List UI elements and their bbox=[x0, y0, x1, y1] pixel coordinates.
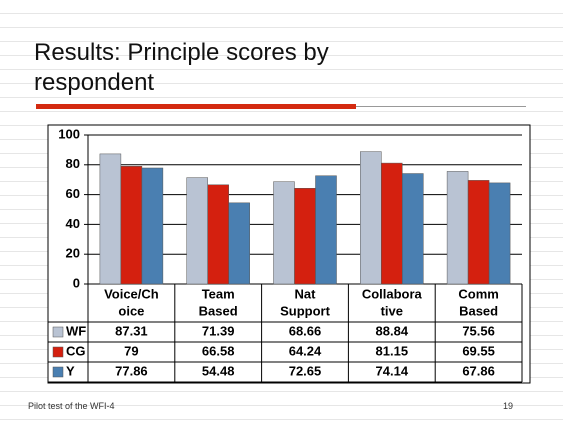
bar bbox=[99, 153, 122, 285]
y-tick-label: 60 bbox=[66, 186, 80, 201]
bar bbox=[381, 162, 403, 285]
table-value: 69.55 bbox=[462, 343, 495, 358]
x-tick-label: Nat bbox=[295, 286, 317, 301]
legend-swatch bbox=[52, 366, 64, 378]
bar bbox=[315, 175, 337, 285]
bar bbox=[186, 177, 208, 285]
table-value: 72.65 bbox=[289, 363, 322, 378]
x-tick-label: tive bbox=[381, 303, 403, 318]
x-tick-label: Voice/Ch bbox=[104, 286, 159, 301]
table-value: 64.24 bbox=[289, 343, 322, 358]
x-tick-label: Comm bbox=[458, 286, 498, 301]
bar bbox=[402, 173, 424, 285]
x-tick-label: oice bbox=[118, 303, 144, 318]
table-value: 68.66 bbox=[289, 323, 322, 338]
title-rule-thin bbox=[356, 106, 526, 107]
table-value: 66.58 bbox=[202, 343, 235, 358]
y-tick-label: 100 bbox=[58, 126, 80, 141]
footer: Pilot test of the WFI-4 bbox=[28, 401, 115, 411]
bar bbox=[360, 151, 382, 285]
x-tick-label: Support bbox=[280, 303, 330, 318]
table-value: 67.86 bbox=[462, 363, 495, 378]
table-value: 75.56 bbox=[462, 323, 495, 338]
title-rule bbox=[36, 104, 356, 109]
bar bbox=[488, 182, 511, 285]
bar bbox=[273, 181, 295, 285]
y-tick-label: 20 bbox=[66, 246, 80, 261]
slide-title: Results: Principle scores by respondent bbox=[34, 39, 329, 96]
bar bbox=[120, 166, 143, 285]
bar bbox=[228, 202, 250, 285]
x-tick-label: Based bbox=[459, 303, 498, 318]
bar bbox=[207, 184, 229, 285]
x-tick-label: Collabora bbox=[362, 286, 423, 301]
bar bbox=[294, 188, 316, 285]
bar bbox=[141, 167, 164, 285]
bar bbox=[446, 171, 469, 285]
bar bbox=[467, 180, 490, 285]
table-value: 79 bbox=[124, 343, 138, 358]
legend-swatch bbox=[52, 326, 64, 338]
x-tick-label: Team bbox=[202, 286, 235, 301]
y-tick-label: 80 bbox=[66, 156, 80, 171]
table-value: 71.39 bbox=[202, 323, 235, 338]
x-tick-label: Based bbox=[199, 303, 238, 318]
table-value: 77.86 bbox=[115, 363, 148, 378]
legend-label: CG bbox=[66, 343, 86, 358]
table-value: 81.15 bbox=[376, 343, 409, 358]
y-tick-label: 40 bbox=[66, 216, 80, 231]
table-value: 87.31 bbox=[115, 323, 148, 338]
y-tick-label: 0 bbox=[73, 275, 80, 290]
legend-label: WF bbox=[66, 323, 86, 338]
table-value: 74.14 bbox=[376, 363, 409, 378]
legend-label: Y bbox=[66, 363, 75, 378]
page-number: 19 bbox=[503, 401, 514, 411]
table-value: 88.84 bbox=[376, 323, 409, 338]
legend-swatch bbox=[52, 346, 64, 358]
table-value: 54.48 bbox=[202, 363, 235, 378]
